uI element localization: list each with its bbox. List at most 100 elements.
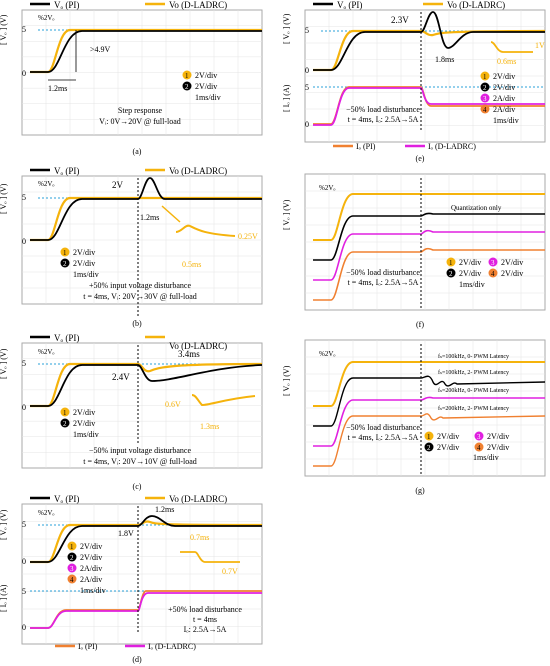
legend-ipi: Iₒ (PI) — [78, 642, 98, 651]
panel-c-svg: Vₒ (PI) Vo (D-LADRC) 5 0 [ Vₒ ] (V) %2Vₒ… — [0, 333, 263, 491]
panel-label: (f) — [416, 320, 424, 329]
tick-0: 0 — [305, 66, 309, 75]
panel-c: Vₒ (PI) Vo (D-LADRC) 5 0 [ Vₒ ] (V) %2Vₒ… — [0, 333, 275, 493]
scale-1: 2V/div — [437, 432, 459, 441]
legend-ladrc: Vo (D-LADRC) — [169, 0, 227, 10]
legend-ladrc: Vo (D-LADRC) — [169, 166, 227, 176]
trace-pi — [313, 11, 545, 71]
note-dv: 0.6V — [165, 400, 181, 409]
trace-pi — [30, 515, 262, 563]
legend-pi: Vₒ (PI) — [54, 166, 79, 176]
caption-1: Step response — [118, 106, 163, 115]
caption-1: +50% load disturbance — [168, 605, 242, 614]
scale-2: 2V/div — [80, 553, 102, 562]
trace-ladrc — [30, 520, 263, 564]
note-v: 1.8V — [118, 529, 134, 538]
caption-2: Vᵢ: 0V→20V @ full-load — [99, 117, 181, 126]
trace-2 — [313, 212, 545, 261]
tick-0: 0 — [22, 69, 26, 78]
caption-2: t = 4ms, Vᵢ: 20V→30V @ full-load — [83, 292, 197, 301]
scale-time: 1ms/div — [73, 270, 99, 279]
panel-f-svg: [ Vₒ ] (V) %2Vₒ Quantization only 1 2V/d… — [282, 173, 546, 329]
legend-ladrc: Vo (D-LADRC) — [169, 341, 227, 351]
note-t: 1.2ms — [48, 84, 67, 93]
note-v: 2.3V — [391, 15, 409, 25]
scale-time: 1ms/div — [195, 93, 221, 102]
caption-2: t = 4ms, Iₒ: 2.5A→5A — [348, 278, 419, 287]
caption-2: t = 4ms, Iₒ: 2.5A→5A — [348, 115, 419, 124]
scale-1: 2V/div — [73, 248, 95, 257]
svg-text:1: 1 — [449, 259, 453, 267]
tick-5: 5 — [22, 193, 26, 202]
svg-text:2: 2 — [63, 420, 67, 428]
tick-5: 5 — [22, 520, 26, 529]
panel-d-svg: Vₒ (PI) Vo (D-LADRC) 5 0 5 0 [ Vₒ ] (V) … — [0, 494, 263, 664]
trace-1 — [313, 193, 545, 241]
note-pct: %2Vₒ — [38, 509, 54, 517]
tick2-5: 5 — [305, 83, 309, 92]
tick-0: 0 — [22, 557, 26, 566]
tick2-0: 0 — [305, 120, 309, 129]
trace-4 — [313, 247, 545, 301]
scale-4: 2A/div — [80, 575, 102, 584]
svg-text:1: 1 — [63, 409, 67, 417]
trace-ladrc — [313, 29, 546, 72]
scale-time: 1ms/div — [473, 453, 499, 462]
legend-iladrc: Iₒ (D-LADRC) — [428, 142, 476, 151]
ylabel: [ Vₒ ] (V) — [0, 509, 8, 540]
caption-1: −50% load disturbance — [346, 423, 420, 432]
note-pct: %2Vₒ — [319, 350, 335, 358]
scale-1: 2V/div — [459, 258, 481, 267]
svg-text:2: 2 — [63, 260, 67, 268]
svg-text:2: 2 — [427, 444, 431, 452]
note-t: 1.8ms — [435, 55, 454, 64]
svg-text:1: 1 — [427, 433, 431, 441]
svg-text:4: 4 — [483, 106, 487, 114]
tick2-0: 0 — [22, 623, 26, 632]
panel-label: (g) — [415, 486, 425, 495]
panel-b-svg: Vₒ (PI) Vo (D-LADRC) 5 0 [ Vₒ ] (V) %2Vₒ… — [0, 166, 263, 328]
tick2-5: 5 — [22, 587, 26, 596]
svg-text:3: 3 — [477, 433, 481, 441]
scale-2: 2V/div — [459, 269, 481, 278]
panel-f: [ Vₒ ] (V) %2Vₒ Quantization only 1 2V/d… — [282, 170, 550, 332]
caption-1: −50% input voltage disturbance — [89, 446, 191, 455]
panel-label: (a) — [133, 147, 142, 156]
tick-0: 0 — [22, 403, 26, 412]
ylabel2: [ Iₒ ] (A) — [282, 84, 291, 112]
note-dt: 0.5ms — [182, 260, 201, 269]
tick-5: 5 — [305, 26, 309, 35]
scale-2: 2V/div — [73, 419, 95, 428]
trace-3 — [313, 396, 545, 447]
scale-time: 1ms/div — [80, 586, 106, 595]
note-f3: fₛ=200kHz, 0- PWM Latency — [438, 387, 509, 394]
panel-e-svg: Vₒ (PI) Vo (D-LADRC) 5 0 5 0 [ Vₒ ] (V) … — [282, 0, 546, 163]
svg-text:1: 1 — [483, 73, 487, 81]
legend-pi: Vₒ (PI) — [337, 0, 362, 10]
panel-label: (c) — [133, 482, 142, 491]
note-dv: 0.7V — [222, 567, 238, 576]
legend-pi: Vₒ (PI) — [54, 0, 79, 10]
note-t: 1.2ms — [155, 505, 174, 514]
scale-4: 2V/div — [487, 443, 509, 452]
note-t: 3.4ms — [178, 349, 200, 359]
legend-pi: Vₒ (PI) — [54, 494, 79, 504]
panel-g-svg: [ Vₒ ] (V) %2Vₒ fₛ=100kHz, 0- PWM Latenc… — [282, 339, 546, 495]
caption-1: −50% load disturbance — [346, 268, 420, 277]
note-v: >4.9V — [90, 45, 111, 54]
note-v: 2V — [112, 180, 124, 190]
svg-text:1: 1 — [70, 543, 74, 551]
trace-2 — [313, 375, 546, 427]
scale-4: 2V/div — [501, 269, 523, 278]
note-t: 1.2ms — [140, 213, 159, 222]
svg-text:3: 3 — [491, 259, 495, 267]
tick-0: 0 — [22, 237, 26, 246]
svg-text:4: 4 — [70, 576, 74, 584]
note-f1: fₛ=100kHz, 0- PWM Latency — [438, 353, 509, 360]
scale-1: 2V/div — [73, 408, 95, 417]
ylabel: [ Vₒ ] (V) — [0, 183, 8, 214]
scale-time: 1ms/div — [459, 280, 485, 289]
svg-text:2: 2 — [449, 270, 453, 278]
note-f4: fₛ=200kHz, 2- PWM Latency — [438, 405, 509, 412]
scale-3: 2V/div — [501, 258, 523, 267]
